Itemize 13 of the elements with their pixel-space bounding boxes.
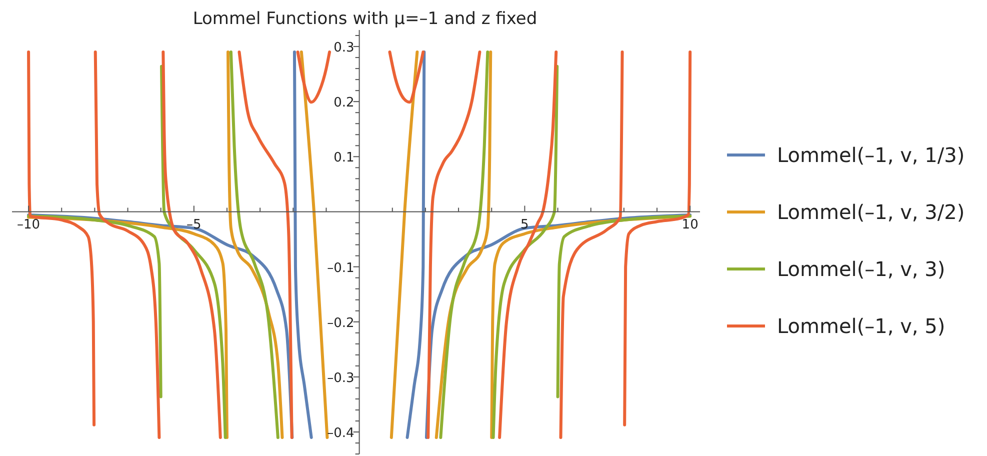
x-tick-label: 10 — [682, 218, 698, 233]
y-tick-label: –0.2 — [327, 316, 354, 331]
y-tick-label: –0.1 — [327, 260, 354, 276]
y-tick-label: 0.3 — [334, 40, 354, 56]
y-tick-label: 0.2 — [334, 96, 354, 111]
y-tick-label: 0.1 — [334, 150, 354, 166]
chart-title: Lommel Functions with μ=–1 and z fixed — [192, 9, 538, 29]
legend-label: Lommel(–1, v, 3) — [777, 257, 946, 281]
legend-label: Lommel(–1, v, 3/2) — [777, 200, 965, 224]
y-tick-label: –0.3 — [327, 370, 354, 386]
x-tick-label: –10 — [17, 218, 40, 233]
legend-label: Lommel(–1, v, 5) — [777, 314, 946, 338]
legend-label: Lommel(–1, v, 1/3) — [777, 143, 965, 167]
